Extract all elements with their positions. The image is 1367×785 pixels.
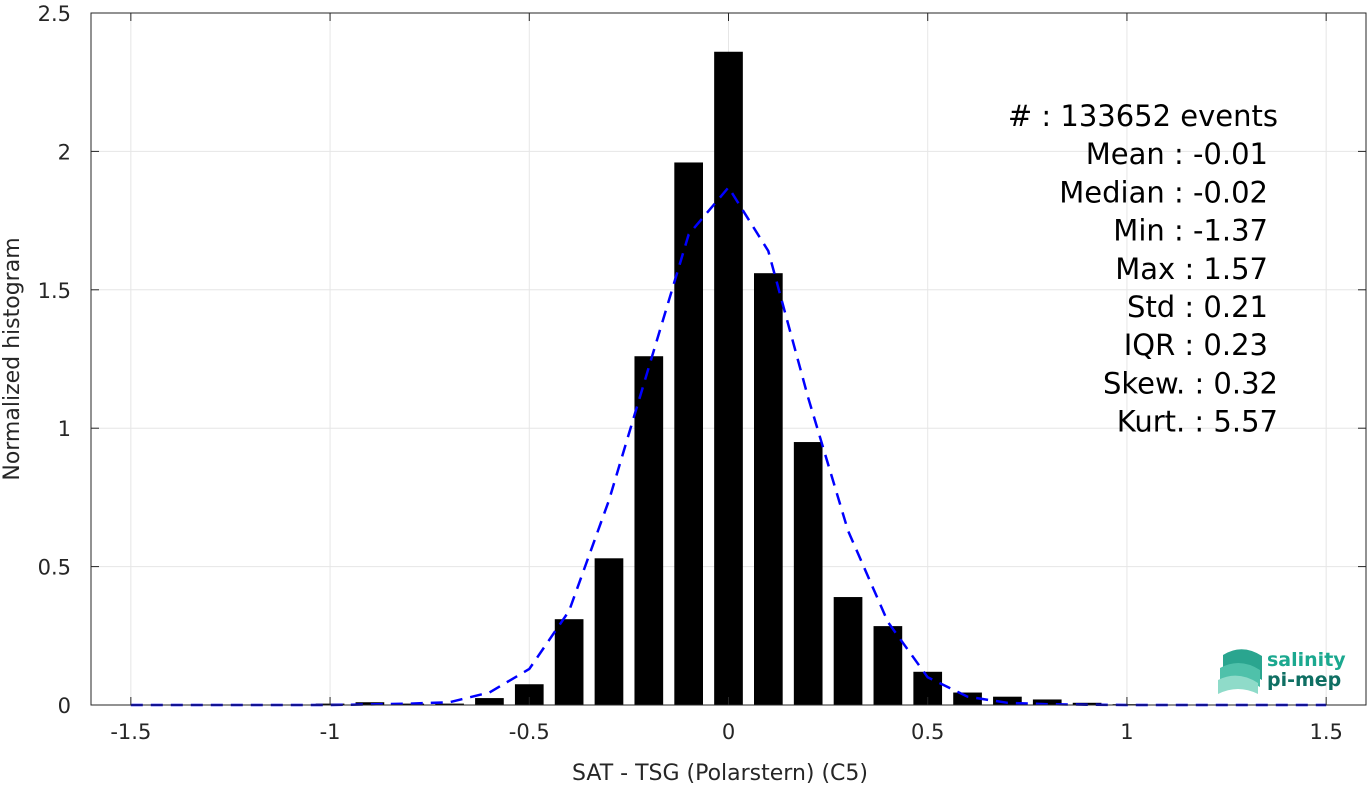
x-tick-label: 0 — [722, 720, 735, 744]
histogram-bar — [1032, 699, 1062, 705]
histogram-bar — [714, 51, 743, 705]
histogram-bar — [355, 702, 385, 705]
y-tick-label: 0.5 — [38, 556, 71, 580]
histogram-bar — [475, 698, 504, 705]
y-tick-label: 1.5 — [38, 279, 71, 303]
logo-line2: pi-mep — [1267, 669, 1341, 691]
histogram-bar — [993, 696, 1022, 705]
y-axis-ticks: 0 0.5 1 1.5 2 2.5 — [38, 2, 1366, 718]
histogram-bar — [395, 703, 425, 705]
stat-line: Std : 0.21 — [1127, 290, 1268, 324]
histogram-bar — [674, 162, 703, 706]
x-tick-label: 0.5 — [911, 720, 944, 744]
histogram-bar — [873, 626, 903, 705]
histogram-bar — [833, 597, 863, 705]
histogram-bar — [953, 692, 982, 705]
y-tick-label: 1 — [58, 417, 71, 441]
x-tick-label: 1.5 — [1309, 720, 1342, 744]
histogram-bar — [435, 703, 464, 705]
x-axis-ticks: -1.5 -1 -0.5 0 0.5 1 1.5 — [110, 13, 1343, 744]
histogram-bar — [594, 558, 624, 705]
histogram-bar — [793, 442, 823, 705]
stat-line: Kurt. : 5.57 — [1117, 405, 1278, 439]
stat-line: Min : -1.37 — [1113, 214, 1268, 248]
histogram-bar — [514, 684, 544, 705]
stat-line: Skew. : 0.32 — [1103, 366, 1278, 400]
logo-line1: salinity — [1267, 649, 1346, 671]
histogram-bar — [634, 356, 664, 705]
histogram-bar — [754, 273, 783, 705]
x-tick-label: -0.5 — [509, 720, 550, 744]
stat-line: Median : -0.02 — [1059, 175, 1268, 209]
x-tick-label: -1.5 — [110, 720, 151, 744]
salinity-pi-mep-logo: salinity pi-mep — [1218, 649, 1346, 694]
x-axis-label: SAT - TSG (Polarstern) (C5) — [572, 761, 868, 785]
stat-line: Mean : -0.01 — [1086, 137, 1268, 171]
logo-waves-icon — [1218, 649, 1262, 694]
statistics-box: # : 133652 events Mean : -0.01 Median : -0… — [1008, 99, 1278, 439]
stat-line: Max : 1.57 — [1115, 252, 1268, 286]
y-tick-label: 2.5 — [38, 2, 71, 26]
y-tick-label: 2 — [58, 140, 71, 164]
y-axis-label: Normalized histogram — [0, 237, 25, 480]
histogram-bar — [554, 619, 584, 705]
x-tick-label: 1 — [1120, 720, 1133, 744]
stat-line: # : 133652 events — [1008, 99, 1278, 133]
stat-line: IQR : 0.23 — [1124, 328, 1268, 362]
x-tick-label: -1 — [320, 720, 341, 744]
histogram-bars — [315, 51, 1182, 706]
y-tick-label: 0 — [58, 694, 71, 718]
